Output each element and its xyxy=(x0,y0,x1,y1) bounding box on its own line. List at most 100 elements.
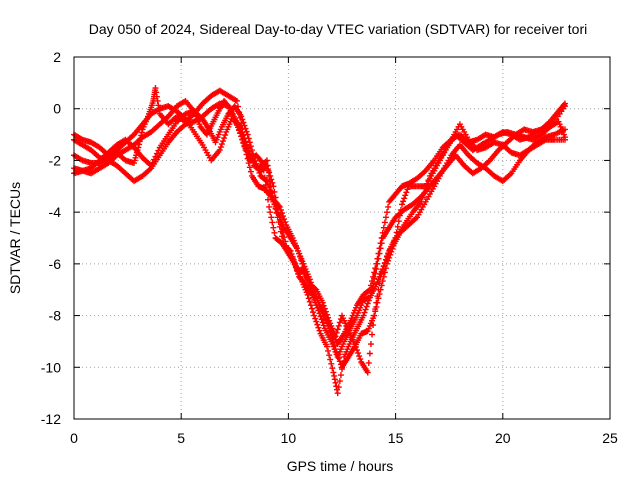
data-point xyxy=(239,116,246,123)
data-point xyxy=(326,352,333,359)
data-point xyxy=(244,131,251,138)
data-point xyxy=(332,379,339,386)
data-point xyxy=(153,93,160,100)
data-point xyxy=(387,251,394,258)
data-point xyxy=(384,260,391,267)
data-point xyxy=(255,166,262,173)
data-point xyxy=(369,331,376,338)
data-point xyxy=(301,280,308,287)
data-point xyxy=(372,265,379,272)
data-point xyxy=(356,353,363,360)
data-point xyxy=(364,369,371,376)
data-point xyxy=(246,164,253,171)
x-tick-label: 25 xyxy=(602,430,618,446)
x-tick-label: 0 xyxy=(70,430,78,446)
data-point xyxy=(152,85,159,92)
data-point xyxy=(371,269,378,276)
data-point xyxy=(244,155,251,162)
data-point xyxy=(325,347,332,354)
data-point xyxy=(295,270,302,277)
data-point xyxy=(243,128,250,135)
data-point xyxy=(363,303,370,310)
data-point xyxy=(297,253,304,260)
data-point xyxy=(373,303,380,310)
data-point xyxy=(216,147,223,154)
data-point xyxy=(382,214,389,221)
data-point xyxy=(381,269,388,276)
data-point xyxy=(319,319,326,326)
data-point xyxy=(332,346,339,353)
data-point xyxy=(328,360,335,367)
data-point xyxy=(237,129,244,136)
data-point xyxy=(300,264,307,271)
data-point xyxy=(236,126,243,133)
data-point xyxy=(378,235,385,241)
data-point xyxy=(382,265,389,272)
data-point xyxy=(269,219,276,226)
data-point xyxy=(271,188,278,195)
data-point xyxy=(377,240,384,247)
data-point xyxy=(561,136,568,143)
data-point xyxy=(263,162,270,169)
data-point xyxy=(400,198,407,205)
data-point xyxy=(306,298,313,305)
data-point xyxy=(281,216,288,223)
data-point xyxy=(267,172,274,179)
data-point xyxy=(380,273,387,280)
data-point xyxy=(385,257,392,264)
data-point xyxy=(404,186,411,193)
data-point xyxy=(270,224,277,231)
data-point xyxy=(296,250,303,257)
data-point xyxy=(278,210,285,217)
data-point xyxy=(252,157,259,164)
data-point xyxy=(263,178,270,185)
data-point xyxy=(323,343,330,350)
data-point xyxy=(386,254,393,261)
x-tick-label: 20 xyxy=(495,430,511,446)
data-point xyxy=(267,209,274,216)
data-point xyxy=(233,97,240,104)
data-point xyxy=(374,255,381,262)
data-point xyxy=(290,258,297,265)
data-point xyxy=(291,261,298,268)
data-point xyxy=(381,219,388,226)
data-point xyxy=(301,267,308,274)
data-point xyxy=(395,218,402,225)
x-tick-label: 5 xyxy=(177,430,185,446)
data-point xyxy=(361,309,368,316)
data-point xyxy=(367,341,374,348)
data-point xyxy=(267,187,274,194)
data-point xyxy=(388,248,395,255)
y-tick-label: -8 xyxy=(49,308,62,324)
data-point xyxy=(561,103,568,110)
data-point xyxy=(265,166,272,173)
x-axis-label: GPS time / hours xyxy=(287,458,394,474)
data-point xyxy=(152,153,159,160)
data-point xyxy=(246,139,253,146)
data-point xyxy=(247,143,254,150)
axis-ticks: 0 5 10 15 20 25 -12 -10 -8 -6 -4 -2 0 2 xyxy=(41,49,618,446)
data-point xyxy=(239,136,246,143)
data-point xyxy=(336,378,343,385)
data-point xyxy=(378,282,385,289)
data-point xyxy=(305,295,312,302)
data-point xyxy=(384,209,391,216)
data-point xyxy=(365,287,372,294)
data-point xyxy=(299,260,306,267)
data-point xyxy=(314,321,321,328)
data-point xyxy=(373,266,380,273)
data-point xyxy=(365,359,372,366)
data-point xyxy=(241,122,248,129)
data-point xyxy=(372,308,379,315)
data-point xyxy=(380,224,387,231)
data-point xyxy=(266,169,273,176)
data-point xyxy=(330,369,337,376)
data-point xyxy=(372,270,379,277)
data-series xyxy=(71,85,568,397)
data-point xyxy=(403,189,410,196)
data-point xyxy=(335,384,342,391)
data-point xyxy=(245,135,252,142)
data-point xyxy=(315,324,322,331)
data-point xyxy=(217,144,224,151)
data-point xyxy=(276,203,283,210)
